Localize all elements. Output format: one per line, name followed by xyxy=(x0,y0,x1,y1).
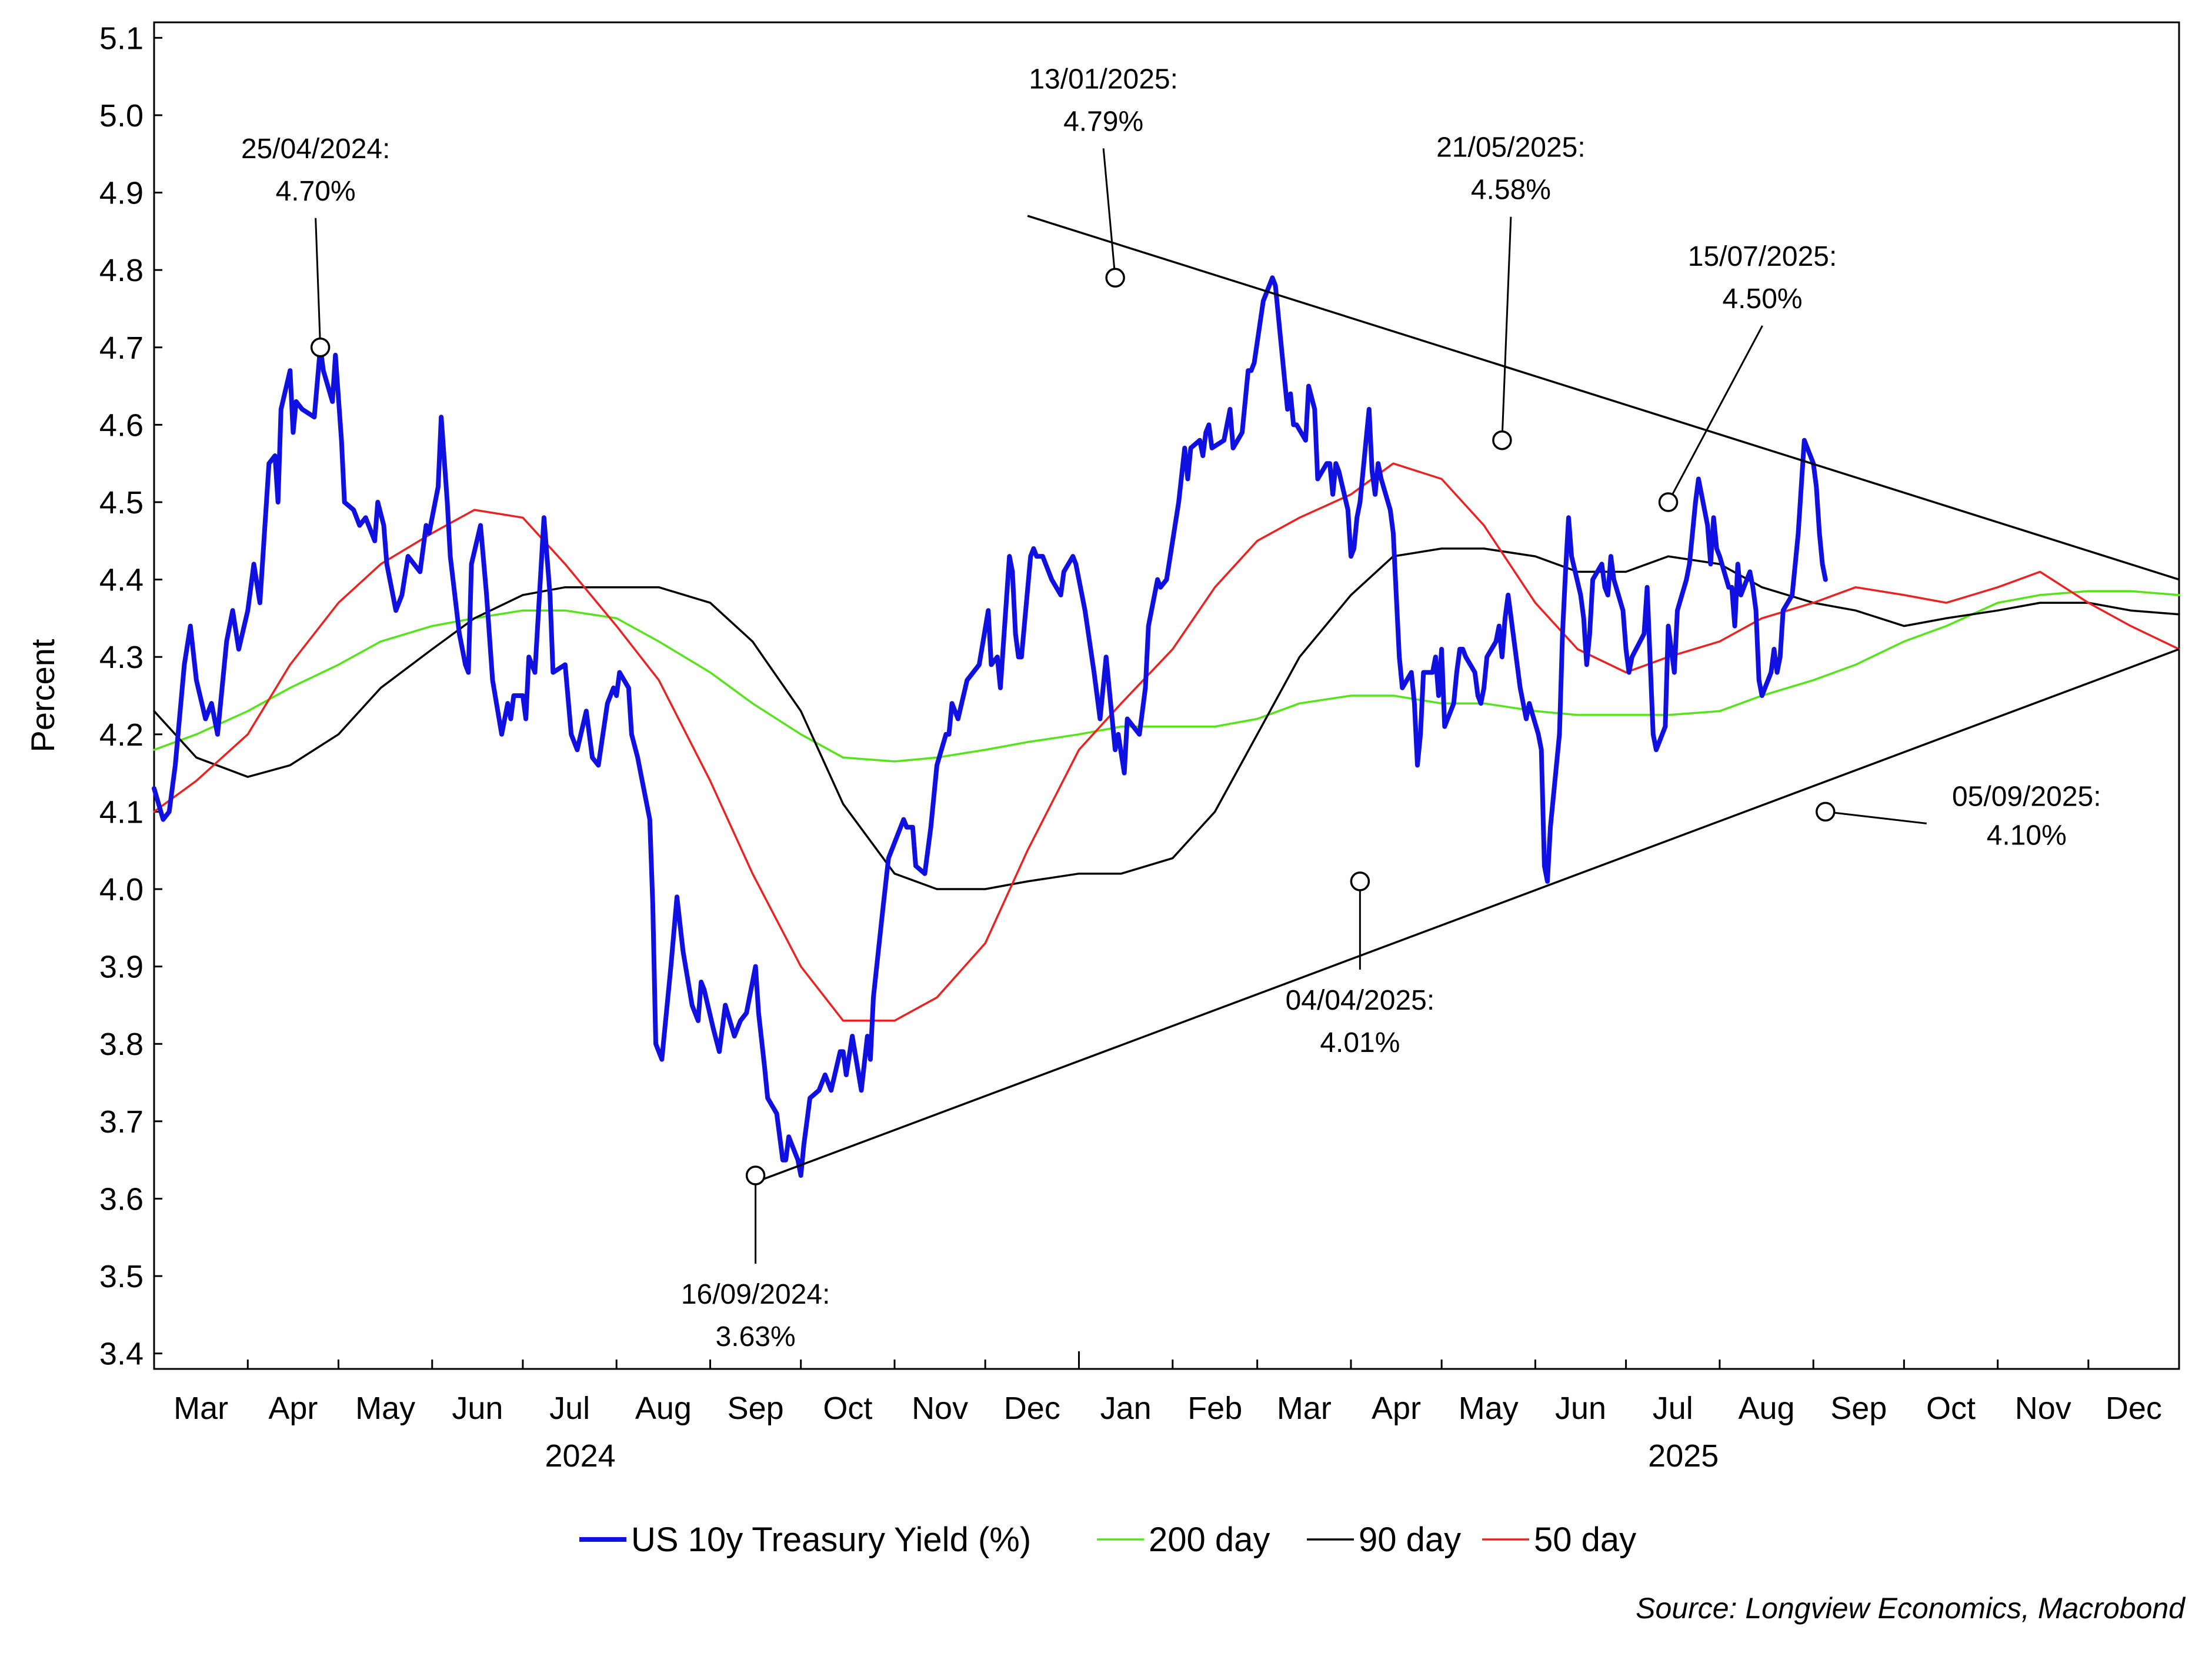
annotation-value: 4.79% xyxy=(1063,106,1143,137)
y-tick-label: 4.9 xyxy=(99,176,144,211)
annotation-leader xyxy=(1667,325,1763,503)
legend-label: 200 day xyxy=(1149,1521,1270,1559)
x-tick-label: Feb xyxy=(1187,1391,1242,1426)
trendline-layer xyxy=(752,215,2180,1184)
series-line-200-day xyxy=(153,590,2180,763)
x-tick-label: Apr xyxy=(268,1391,318,1426)
y-tick-label: 3.5 xyxy=(99,1259,144,1294)
plot-frame xyxy=(153,21,2180,1370)
series-line-90-day xyxy=(153,547,2180,890)
x-tick-label: Apr xyxy=(1372,1391,1421,1426)
y-tick-label: 3.8 xyxy=(99,1027,144,1062)
annotation-date: 16/09/2024: xyxy=(681,1279,830,1310)
x-tick-label: Mar xyxy=(1277,1391,1332,1426)
x-tick-label: Oct xyxy=(823,1391,872,1426)
legend: US 10y Treasury Yield (%) 200 day 90 day 50… xyxy=(579,1521,1636,1559)
x-tick-label: Jun xyxy=(1555,1391,1606,1426)
x-tick-label: Jun xyxy=(452,1391,503,1426)
annotation-layer: 25/04/2024: 4.70% 16/09/2024: 3.63% 13/01/20… xyxy=(241,64,2101,1352)
y-tick-label: 4.1 xyxy=(99,794,144,830)
annotation-value: 4.70% xyxy=(276,176,356,207)
y-tick-label: 3.4 xyxy=(99,1337,144,1372)
annotation-marker xyxy=(1658,492,1679,512)
x-tick-label: Jul xyxy=(549,1391,590,1426)
y-tick-label: 4.4 xyxy=(99,563,144,598)
x-tick-label: Sep xyxy=(728,1391,784,1426)
y-tick-label: 5.0 xyxy=(99,98,144,133)
annotation-value: 4.50% xyxy=(1722,283,1802,315)
y-tick-label: 3.9 xyxy=(99,950,144,985)
annotation-value: 3.63% xyxy=(716,1321,796,1352)
trendline xyxy=(752,648,2180,1184)
x-tick-label: Mar xyxy=(174,1391,228,1426)
x-tick-label: Aug xyxy=(1739,1391,1795,1426)
x-axis: Mar Apr May Jun Jul Aug Sep Oct Nov Dec Jan Feb Mar A… xyxy=(153,1351,2180,1474)
annotation-marker xyxy=(1816,801,1836,822)
y-tick-label: 4.0 xyxy=(99,872,144,907)
x-tick-label: May xyxy=(1459,1391,1519,1426)
series-line-us-10y-yield xyxy=(152,275,1828,1178)
legend-label: 90 day xyxy=(1359,1521,1461,1559)
annotation-marker xyxy=(745,1165,766,1185)
annotation-marker xyxy=(1105,268,1125,288)
y-tick-label: 4.6 xyxy=(99,408,144,443)
annotation-date: 13/01/2025: xyxy=(1029,64,1178,95)
y-tick-label: 4.8 xyxy=(99,253,144,288)
x-tick-label: Dec xyxy=(1004,1391,1060,1426)
annotation-marker xyxy=(1492,430,1512,450)
x-tick-label: May xyxy=(355,1391,415,1426)
x-tick-label: Nov xyxy=(2015,1391,2071,1426)
annotation-value: 4.58% xyxy=(1471,175,1551,206)
x-tick-label: Sep xyxy=(1830,1391,1887,1426)
x-tick-label: Jan xyxy=(1100,1391,1152,1426)
x-tick-label: Dec xyxy=(2106,1391,2162,1426)
legend-label: US 10y Treasury Yield (%) xyxy=(631,1521,1031,1559)
series-layer xyxy=(152,275,2180,1178)
y-tick-label: 4.3 xyxy=(99,640,144,675)
y-axis: 3.4 3.5 3.6 3.7 3.8 3.9 4.0 4.1 4.2 4.3 4.4 4.5 4.6 4… xyxy=(99,21,162,1372)
series-line-50-day xyxy=(153,462,2180,1022)
x-tick-label: Aug xyxy=(635,1391,692,1426)
y-axis-label: Percent xyxy=(24,639,61,752)
annotation-leader xyxy=(1501,216,1512,440)
source-note: Source: Longview Economics, Macrobond xyxy=(1636,1592,2186,1625)
annotation-date: 15/07/2025: xyxy=(1688,241,1837,272)
annotation-date: 25/04/2024: xyxy=(241,133,391,165)
y-tick-label: 4.5 xyxy=(99,485,144,520)
annotation-leader xyxy=(315,218,322,348)
trendline xyxy=(1027,215,2180,581)
annotation-date: 05/09/2025: xyxy=(1952,781,2101,812)
x-tick-label: Jul xyxy=(1653,1391,1693,1426)
y-tick-label: 3.6 xyxy=(99,1181,144,1217)
y-tick-label: 5.1 xyxy=(99,21,144,56)
annotation-date: 04/04/2025: xyxy=(1286,985,1435,1016)
y-tick-label: 4.7 xyxy=(99,330,144,366)
annotation-leader xyxy=(1102,148,1116,278)
annotation-marker xyxy=(310,338,331,358)
annotation-value: 4.10% xyxy=(1987,820,2067,851)
legend-label: 50 day xyxy=(1534,1521,1636,1559)
annotation-leader xyxy=(1825,810,1927,824)
y-tick-label: 4.2 xyxy=(99,717,144,753)
x-year-label: 2024 xyxy=(545,1438,616,1474)
annotation-value: 4.01% xyxy=(1320,1027,1400,1058)
x-year-label: 2025 xyxy=(1648,1438,1719,1474)
y-tick-label: 3.7 xyxy=(99,1104,144,1140)
annotation-marker xyxy=(1350,871,1370,891)
x-tick-label: Oct xyxy=(1926,1391,1976,1426)
x-tick-label: Nov xyxy=(912,1391,968,1426)
annotation-date: 21/05/2025: xyxy=(1436,132,1586,163)
